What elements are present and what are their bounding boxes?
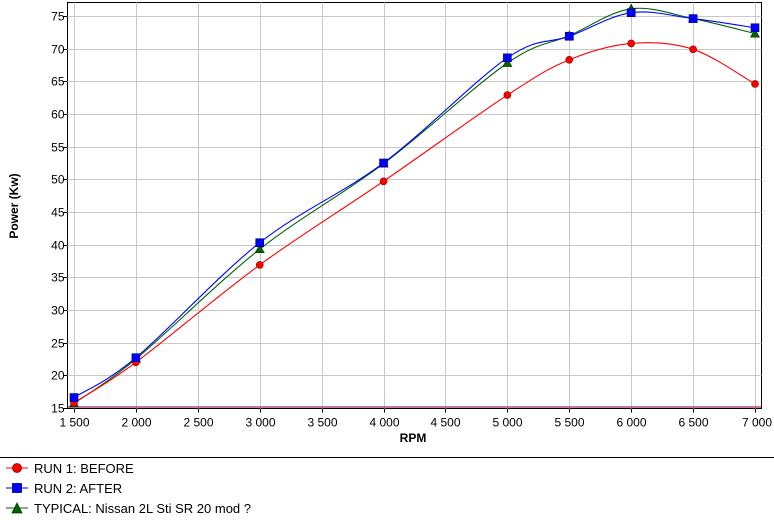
- y-tick-label: 35: [51, 271, 65, 285]
- data-point-run-2: [688, 14, 698, 23]
- data-point-run-1: [255, 261, 264, 269]
- plot-area: [67, 2, 762, 409]
- x-tick-label: 3 000: [245, 416, 275, 430]
- legend-marker-triangle-icon: [6, 502, 28, 514]
- data-point-run-2: [69, 393, 79, 402]
- x-tick-label: 2 500: [183, 416, 213, 430]
- x-tick-label: 5 500: [554, 416, 584, 430]
- data-point-run-2: [503, 53, 512, 63]
- data-point-typical: [749, 28, 761, 38]
- legend-label-typical: TYPICAL: Nissan 2L Sti SR 20 mod ?: [34, 500, 252, 516]
- data-point-run-2: [626, 8, 636, 18]
- legend-item-typical: TYPICAL: Nissan 2L Sti SR 20 mod ?: [6, 499, 251, 517]
- x-tick-label: 6 000: [616, 416, 646, 430]
- y-axis-title: Power (Kw): [7, 173, 21, 238]
- series-line-2: [73, 11, 756, 399]
- grid-lines: [67, 2, 762, 409]
- x-tick-label: 2 000: [121, 416, 151, 430]
- x-tick-label: 4 000: [369, 416, 399, 430]
- x-axis-title: RPM: [400, 431, 427, 445]
- legend-item-run-2: RUN 2: AFTER: [6, 479, 122, 497]
- data-point-run-1: [503, 91, 512, 99]
- y-tick-label: 15: [51, 402, 65, 416]
- y-tick-label: 30: [51, 304, 65, 318]
- power-chart: 15 20 25 30 35 40 45 50 55 60 65 70 75 1 500 2 000 2 50…: [7, 2, 772, 445]
- x-tick-label: 4 500: [430, 416, 460, 430]
- axis-ticks: 15 20 25 30 35 40 45 50 55 60 65 70 75 1 500 2 000 2 50…: [51, 10, 772, 430]
- data-point-run-2: [131, 353, 141, 362]
- legend: RUN 1: BEFORE RUN 2: AFTER TYPICAL: Niss…: [0, 457, 774, 516]
- series-line-3: [73, 7, 756, 404]
- data-point-run-2: [564, 31, 574, 41]
- y-tick-label: 50: [51, 173, 65, 187]
- x-tick-label: 3 500: [307, 416, 337, 430]
- legend-item-run-1: RUN 1: BEFORE: [6, 459, 134, 477]
- legend-label-run-1: RUN 1: BEFORE: [34, 460, 134, 476]
- legend-marker-square-icon: [6, 483, 28, 493]
- y-tick-label: 40: [51, 239, 65, 253]
- legend-marker-circle-icon: [6, 463, 28, 473]
- y-tick-label: 20: [51, 369, 65, 383]
- data-point-run-1: [689, 45, 697, 54]
- y-tick-label: 65: [51, 75, 65, 89]
- x-tick-label: 7 000: [742, 416, 772, 430]
- data-point-run-1: [379, 177, 388, 186]
- data-point-run-2: [379, 158, 388, 168]
- data-point-run-1: [565, 55, 574, 64]
- y-tick-label: 70: [51, 43, 65, 57]
- y-tick-label: 75: [51, 10, 65, 24]
- y-tick-label: 55: [51, 141, 65, 155]
- series-group: [68, 3, 761, 408]
- series-line-1: [73, 42, 756, 404]
- data-point-run-1: [751, 80, 759, 88]
- data-point-run-2: [750, 23, 760, 33]
- y-tick-label: 60: [51, 108, 65, 122]
- data-point-typical: [254, 244, 265, 254]
- x-tick-label: 5 000: [492, 416, 522, 430]
- legend-separator: [0, 457, 774, 458]
- data-point-typical: [502, 57, 513, 67]
- data-point-run-1: [627, 39, 635, 48]
- y-tick-label: 25: [51, 337, 65, 351]
- y-tick-label: 45: [51, 206, 65, 220]
- data-point-run-2: [255, 238, 265, 248]
- legend-label-run-2: RUN 2: AFTER: [34, 480, 123, 496]
- x-tick-label: 6 500: [678, 416, 708, 430]
- x-tick-label: 1 500: [59, 416, 89, 430]
